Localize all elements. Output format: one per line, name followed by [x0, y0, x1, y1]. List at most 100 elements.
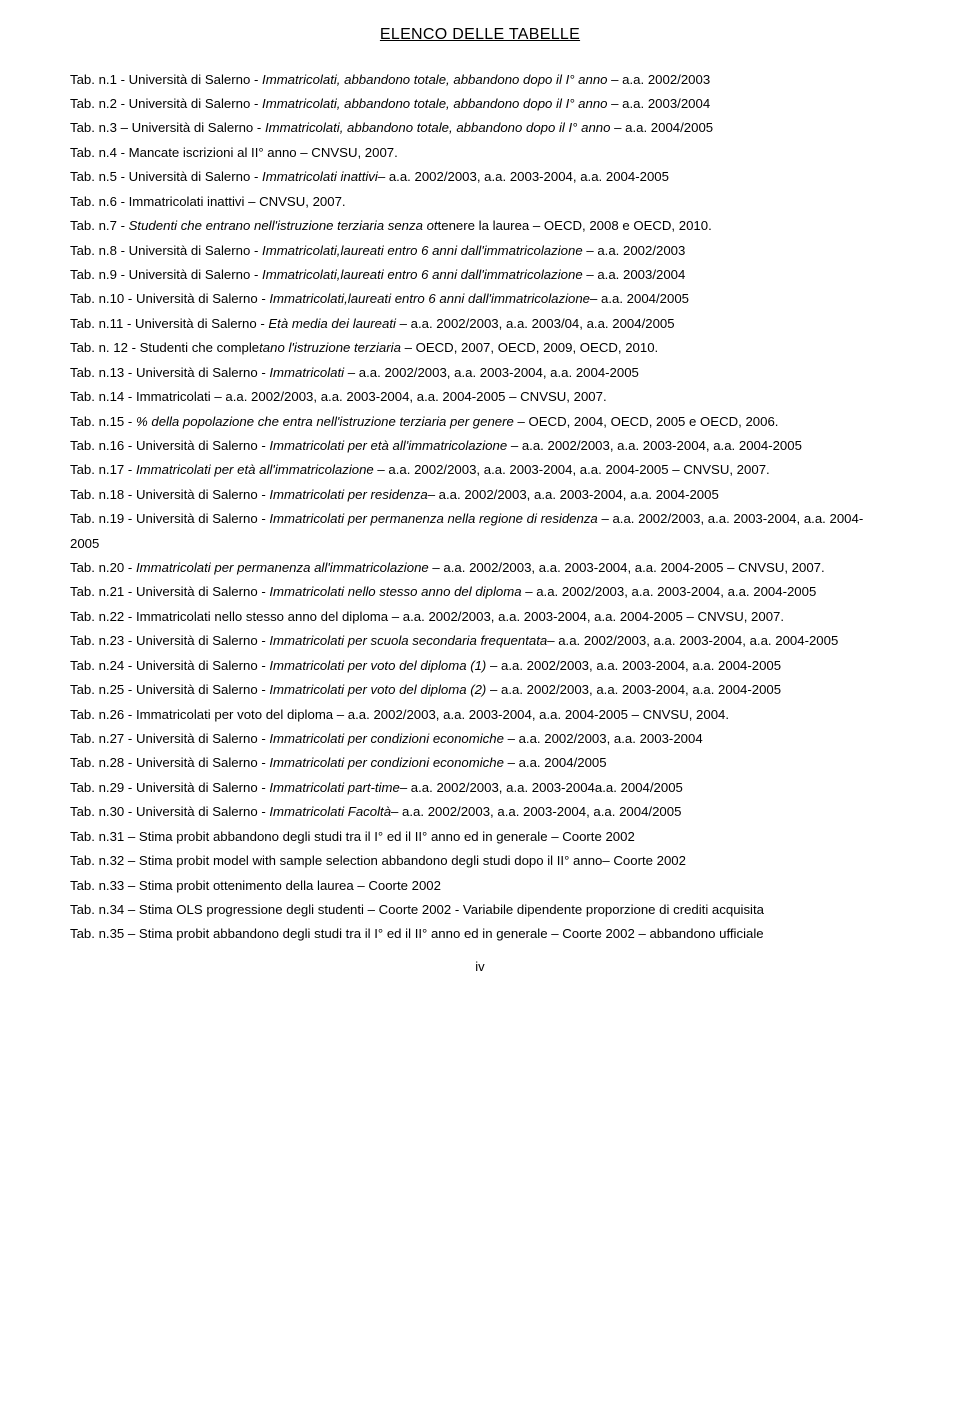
entry-post: – a.a. 2002/2003, a.a. 2003-2004, a.a. 2… — [547, 633, 838, 648]
entry-pre: Tab. n.18 - Università di Salerno - — [70, 487, 269, 502]
table-entry: Tab. n.9 - Università di Salerno - Immat… — [70, 263, 890, 287]
table-entry: Tab. n.19 - Università di Salerno - Imma… — [70, 507, 890, 556]
entry-italic: Immatricolati per residenza — [269, 487, 427, 502]
entry-post: – a.a. 2002/2003, a.a. 2003-2004, a.a. 2… — [378, 169, 669, 184]
entry-pre: Tab. n.35 – Stima probit abbandono degli… — [70, 926, 764, 941]
entry-italic: Immatricolati — [269, 365, 344, 380]
entry-italic: Immatricolati Facoltà — [269, 804, 391, 819]
entry-post: – a.a. 2002/2003, a.a. 2003-2004 — [504, 731, 703, 746]
entry-pre: Tab. n.31 – Stima probit abbandono degli… — [70, 829, 635, 844]
table-entry: Tab. n.24 - Università di Salerno - Imma… — [70, 654, 890, 678]
table-entry: Tab. n.11 - Università di Salerno - Età … — [70, 312, 890, 336]
page-title: ELENCO DELLE TABELLE — [70, 20, 890, 50]
entry-pre: Tab. n. 12 - Studenti che comple — [70, 340, 259, 355]
table-entry: Tab. n.25 - Università di Salerno - Imma… — [70, 678, 890, 702]
table-entry: Tab. n.7 - Studenti che entrano nell'ist… — [70, 214, 890, 238]
entry-italic: Immatricolati,laureati entro 6 anni dall… — [269, 291, 590, 306]
entry-pre: Tab. n.5 - Università di Salerno - — [70, 169, 262, 184]
entry-pre: Tab. n.30 - Università di Salerno - — [70, 804, 269, 819]
entry-italic: Immatricolati, abbandono totale, abbando… — [262, 96, 607, 111]
entry-italic: Immatricolati per voto del diploma (1) — [269, 658, 486, 673]
entry-italic: Studenti che entrano nell'istruzione ter… — [129, 218, 438, 233]
table-entry: Tab. n.22 - Immatricolati nello stesso a… — [70, 605, 890, 629]
entry-italic: Immatricolati per voto del diploma (2) — [269, 682, 486, 697]
table-entry: Tab. n.17 - Immatricolati per età all'im… — [70, 458, 890, 482]
entry-italic: Immatricolati, abbandono totale, abbando… — [265, 120, 610, 135]
table-entry: Tab. n.35 – Stima probit abbandono degli… — [70, 922, 890, 946]
table-entry: Tab. n.30 - Università di Salerno - Imma… — [70, 800, 890, 824]
table-entry: Tab. n.4 - Mancate iscrizioni al II° ann… — [70, 141, 890, 165]
entry-post: – a.a. 2002/2003, a.a. 2003/04, a.a. 200… — [396, 316, 675, 331]
table-entry: Tab. n.29 - Università di Salerno - Imma… — [70, 776, 890, 800]
entry-post: – a.a. 2002/2003, a.a. 2003-2004, a.a. 2… — [374, 462, 770, 477]
entry-italic: Immatricolati per età all'immatricolazio… — [269, 438, 507, 453]
entry-post: – a.a. 2002/2003, a.a. 2003-2004, a.a. 2… — [428, 487, 719, 502]
entry-pre: Tab. n.8 - Università di Salerno - — [70, 243, 262, 258]
entry-italic: Immatricolati part-time — [269, 780, 399, 795]
entry-post: – a.a. 2004/2005 — [590, 291, 689, 306]
table-entry: Tab. n.15 - % della popolazione che entr… — [70, 410, 890, 434]
entry-post: – a.a. 2003/2004 — [608, 96, 711, 111]
entry-post: – a.a. 2004/2005 — [610, 120, 713, 135]
entry-italic: % della popolazione che entra nell'istru… — [136, 414, 514, 429]
entry-pre: Tab. n.27 - Università di Salerno - — [70, 731, 269, 746]
entry-post: – a.a. 2002/2003, a.a. 2003-2004, a.a. 2… — [486, 658, 781, 673]
entry-post: – a.a. 2002/2003, a.a. 2003-2004, a.a. 2… — [486, 682, 781, 697]
table-entry: Tab. n.2 - Università di Salerno - Immat… — [70, 92, 890, 116]
entry-pre: Tab. n.21 - Università di Salerno - — [70, 584, 269, 599]
entry-post: – OECD, 2004, OECD, 2005 e OECD, 2006. — [514, 414, 779, 429]
entry-pre: Tab. n.17 - — [70, 462, 136, 477]
entry-pre: Tab. n.24 - Università di Salerno - — [70, 658, 269, 673]
entry-post: – a.a. 2002/2003 — [583, 243, 686, 258]
entry-pre: Tab. n.7 - — [70, 218, 129, 233]
entry-pre: Tab. n.3 – Università di Salerno - — [70, 120, 265, 135]
table-entry: Tab. n.6 - Immatricolati inattivi – CNVS… — [70, 190, 890, 214]
entry-pre: Tab. n.1 - Università di Salerno - — [70, 72, 262, 87]
entry-italic: Immatricolati nello stesso anno del dipl… — [269, 584, 521, 599]
entry-pre: Tab. n.16 - Università di Salerno - — [70, 438, 269, 453]
entry-pre: Tab. n.10 - Università di Salerno - — [70, 291, 269, 306]
table-entry: Tab. n.23 - Università di Salerno - Imma… — [70, 629, 890, 653]
entry-pre: Tab. n.33 – Stima probit ottenimento del… — [70, 878, 441, 893]
entry-pre: Tab. n.34 – Stima OLS progressione degli… — [70, 902, 764, 917]
entry-post: – a.a. 2002/2003 — [608, 72, 711, 87]
entry-post: – OECD, 2007, OECD, 2009, OECD, 2010. — [401, 340, 658, 355]
entry-post: – a.a. 2002/2003, a.a. 2003-2004, a.a. 2… — [344, 365, 639, 380]
entry-post: tenere la laurea – OECD, 2008 e OECD, 20… — [438, 218, 712, 233]
entry-italic: Immatricolati per condizioni economiche — [269, 731, 504, 746]
entry-italic: Immatricolati inattivi — [262, 169, 378, 184]
entry-pre: Tab. n.22 - Immatricolati nello stesso a… — [70, 609, 784, 624]
table-entry: Tab. n.20 - Immatricolati per permanenza… — [70, 556, 890, 580]
entry-post: – a.a. 2004/2005 — [504, 755, 607, 770]
entry-italic: tano l'istruzione terziaria — [259, 340, 401, 355]
table-list: Tab. n.1 - Università di Salerno - Immat… — [70, 68, 890, 947]
entry-pre: Tab. n.9 - Università di Salerno - — [70, 267, 262, 282]
entry-pre: Tab. n.2 - Università di Salerno - — [70, 96, 262, 111]
table-entry: Tab. n.8 - Università di Salerno - Immat… — [70, 239, 890, 263]
entry-pre: Tab. n.4 - Mancate iscrizioni al II° ann… — [70, 145, 398, 160]
entry-pre: Tab. n.6 - Immatricolati inattivi – CNVS… — [70, 194, 346, 209]
entry-pre: Tab. n.15 - — [70, 414, 136, 429]
table-entry: Tab. n.1 - Università di Salerno - Immat… — [70, 68, 890, 92]
entry-pre: Tab. n.20 - — [70, 560, 136, 575]
entry-italic: Immatricolati per permanenza all'immatri… — [136, 560, 429, 575]
table-entry: Tab. n.13 - Università di Salerno - Imma… — [70, 361, 890, 385]
table-entry: Tab. n.32 – Stima probit model with samp… — [70, 849, 890, 873]
entry-pre: Tab. n.23 - Università di Salerno - — [70, 633, 269, 648]
table-entry: Tab. n.27 - Università di Salerno - Imma… — [70, 727, 890, 751]
table-entry: Tab. n.18 - Università di Salerno - Imma… — [70, 483, 890, 507]
page-number: iv — [70, 955, 890, 979]
table-entry: Tab. n.26 - Immatricolati per voto del d… — [70, 703, 890, 727]
table-entry: Tab. n.14 - Immatricolati – a.a. 2002/20… — [70, 385, 890, 409]
entry-pre: Tab. n.26 - Immatricolati per voto del d… — [70, 707, 729, 722]
entry-pre: Tab. n.14 - Immatricolati – a.a. 2002/20… — [70, 389, 607, 404]
entry-pre: Tab. n.28 - Università di Salerno - — [70, 755, 269, 770]
entry-pre: Tab. n.25 - Università di Salerno - — [70, 682, 269, 697]
table-entry: Tab. n.10 - Università di Salerno - Imma… — [70, 287, 890, 311]
entry-pre: Tab. n.19 - Università di Salerno - — [70, 511, 269, 526]
table-entry: Tab. n.31 – Stima probit abbandono degli… — [70, 825, 890, 849]
entry-pre: Tab. n.32 – Stima probit model with samp… — [70, 853, 686, 868]
table-entry: Tab. n. 12 - Studenti che completano l'i… — [70, 336, 890, 360]
entry-italic: Immatricolati,laureati entro 6 anni dall… — [262, 243, 583, 258]
table-entry: Tab. n.28 - Università di Salerno - Imma… — [70, 751, 890, 775]
